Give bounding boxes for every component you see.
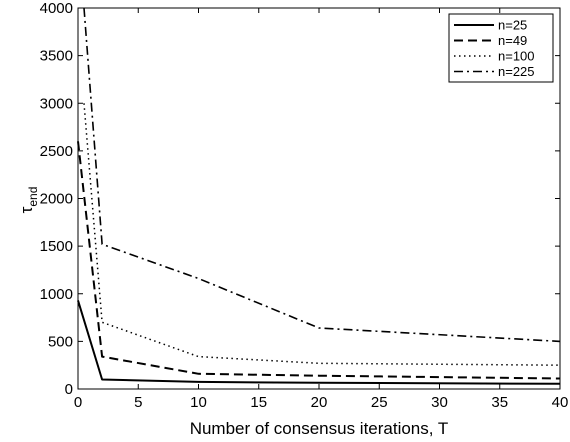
series-line-n-100 [83,103,561,366]
x-tick-label: 35 [491,394,508,411]
y-tick-label: 4000 [40,0,73,17]
x-axis-label: Number of consensus iterations, T [190,419,449,438]
y-tick-label: 1000 [40,286,73,303]
series-line-n-49 [77,141,561,380]
x-tick-label: 40 [552,394,569,411]
y-tick-label: 3000 [40,95,73,112]
plot-series [77,7,561,385]
y-tick-label: 3500 [40,48,73,65]
x-tick-label: 0 [74,394,82,411]
x-tick-label: 5 [134,394,142,411]
y-axis-label-subscript: end [26,187,40,207]
axes: 0 5 10 15 20 25 30 35 40 0 500 1000 1500 2000 2500 3000… [40,0,569,411]
y-tick-label: 1500 [40,238,73,255]
legend-entry-label: n=100 [498,49,535,64]
series-line-n-225 [83,7,561,343]
y-tick-label: 2000 [40,191,73,208]
y-tick-label: 2500 [40,143,73,160]
x-tick-label: 25 [371,394,388,411]
legend-entry-label: n=225 [498,64,535,79]
x-tick-label: 10 [190,394,207,411]
x-tick-label: 15 [250,394,267,411]
legend-entry-label: n=25 [498,18,527,33]
x-tick-label: 20 [311,394,328,411]
legend-entry-label: n=49 [498,33,527,48]
y-axis-label: τend [17,187,40,214]
y-tick-label: 500 [48,333,73,350]
y-axis-label-symbol: τ [17,206,36,213]
series-line-n-25 [77,300,561,385]
y-tick-label: 0 [65,381,73,398]
x-tick-label: 30 [431,394,448,411]
